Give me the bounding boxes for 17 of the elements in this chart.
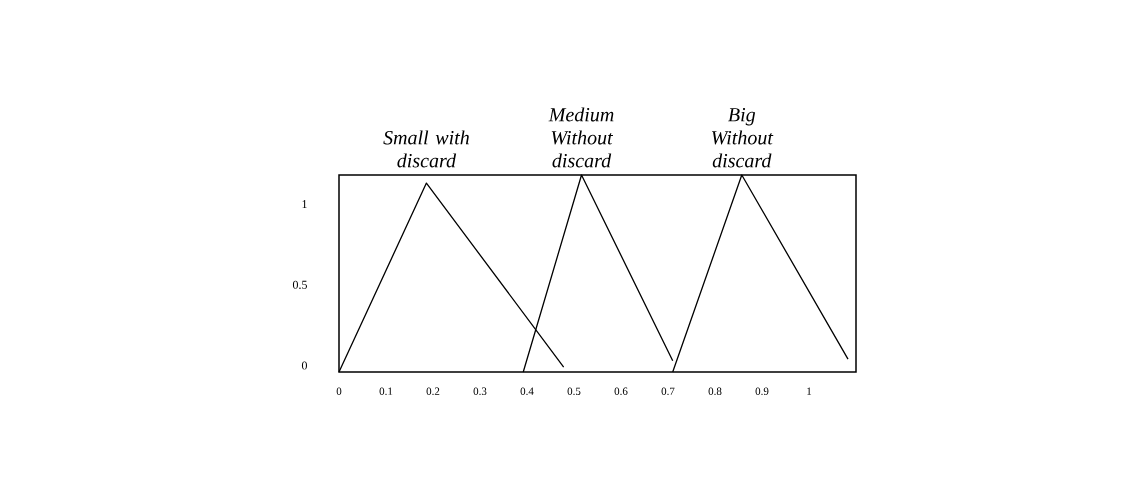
series-label: Big Without discard xyxy=(712,108,774,168)
x-tick-label: 0.7 xyxy=(661,387,675,396)
x-tick-label: 0.9 xyxy=(755,387,769,396)
y-tick-label: 1 xyxy=(302,200,307,209)
x-tick-label: 0 xyxy=(336,387,342,395)
x-tick-label: 0.4 xyxy=(520,387,534,396)
series-label: Medium Without discard xyxy=(548,107,614,168)
y-tick-label: 0.5 xyxy=(292,280,307,289)
series-label: Small with discard xyxy=(383,130,469,168)
y-tick-label: 0 xyxy=(301,361,307,370)
x-tick-label: 0.1 xyxy=(379,387,393,396)
x-tick-label: 0.8 xyxy=(708,387,722,396)
x-tick-label: 0.3 xyxy=(473,387,487,396)
x-tick-label: 0.5 xyxy=(567,387,581,396)
x-tick-label: 0.6 xyxy=(614,387,628,396)
x-tick-label: 0.2 xyxy=(426,387,440,396)
x-tick-label: 1 xyxy=(807,387,812,395)
